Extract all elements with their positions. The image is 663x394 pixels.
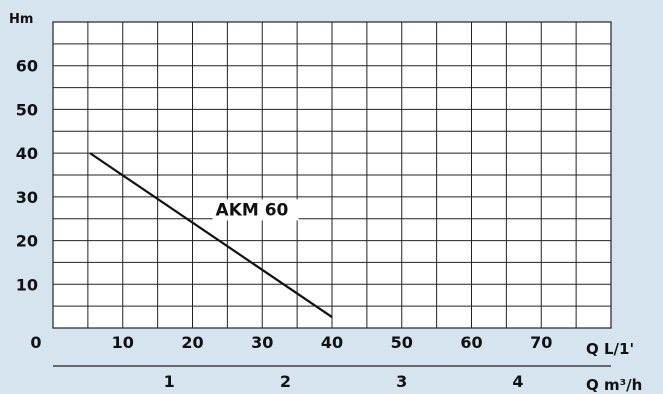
grid [53, 22, 611, 328]
y-tick-labels: 10 20 30 40 50 60 [16, 57, 38, 295]
x-tick-label: 60 [460, 333, 482, 352]
secondary-x-tick-label: 4 [512, 372, 523, 391]
x-tick-label: 50 [391, 333, 413, 352]
secondary-x-axis-label: Q m³/h [586, 376, 642, 394]
y-tick-label: 10 [16, 275, 38, 294]
y-tick-label: 20 [16, 232, 38, 251]
x-tick-label: 10 [112, 333, 134, 352]
x-tick-label: 70 [530, 333, 552, 352]
y-tick-label: 50 [16, 100, 38, 119]
y-tick-label: 30 [16, 188, 38, 207]
plot-border [52, 21, 612, 329]
secondary-x-tick-label: 3 [396, 372, 407, 391]
series-label: AKM 60 [216, 200, 289, 220]
series-labels: AKM 60 [212, 199, 299, 221]
y-tick-label: 40 [16, 144, 38, 163]
series-line [89, 152, 333, 318]
secondary-x-tick-label: 2 [280, 372, 291, 391]
x-tick-label: 0 [30, 333, 41, 352]
x-axis-label: Q L/1' [586, 340, 634, 358]
secondary-x-tick-labels: 1 2 3 4 [164, 372, 524, 391]
x-tick-label: 30 [251, 333, 273, 352]
y-tick-label: 60 [16, 57, 38, 76]
series-lines [89, 152, 333, 318]
secondary-x-tick-label: 1 [164, 372, 175, 391]
series-label-background [212, 199, 299, 221]
x-tick-label: 20 [181, 333, 203, 352]
x-tick-labels: 0 10 20 30 40 50 60 70 [30, 333, 552, 352]
x-tick-label: 40 [321, 333, 343, 352]
y-axis-label: Hm [9, 12, 33, 27]
